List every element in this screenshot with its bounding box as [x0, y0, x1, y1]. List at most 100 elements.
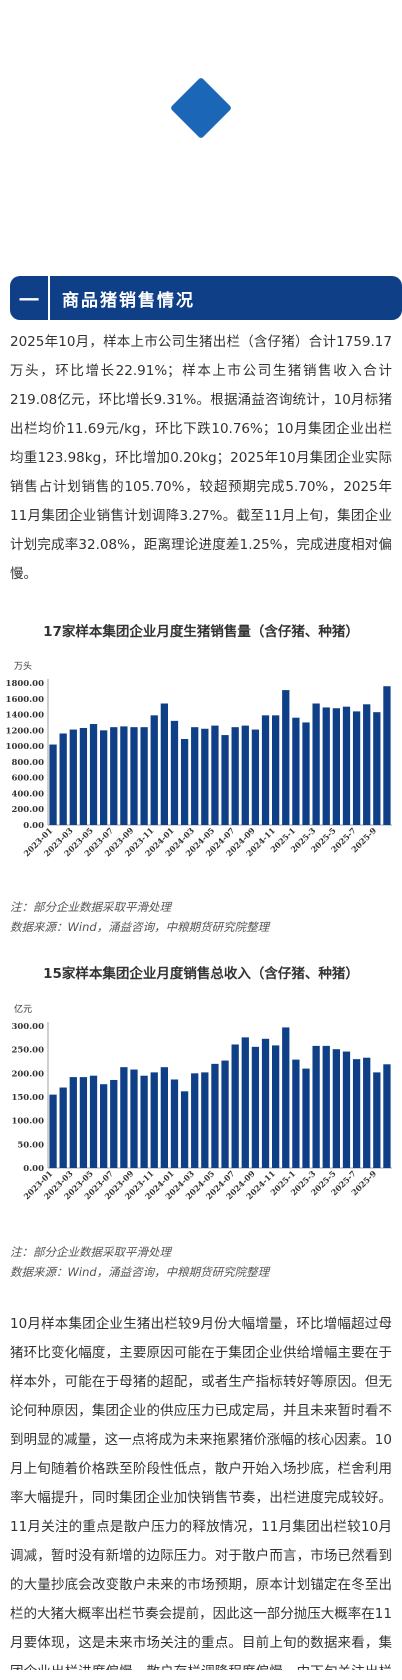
bar-2024-05 — [211, 725, 219, 825]
bar-2023-05 — [89, 724, 98, 825]
bar-2024-12 — [282, 690, 290, 825]
y-tick-label: 400.00 — [11, 789, 44, 799]
bar-2025-8 — [363, 1057, 371, 1168]
bar-2024-02 — [180, 739, 189, 825]
y-tick-label: 600.00 — [11, 774, 44, 784]
paragraph-summary: 2025年10月，样本上市公司生猪出栏（含仔猪）合计1759.17万头，环比增长… — [10, 334, 392, 582]
bar-2023-02 — [59, 1087, 67, 1168]
bar-2025-4 — [322, 707, 330, 825]
bar-2024-07 — [231, 727, 239, 825]
bar-2025-2 — [302, 1068, 310, 1168]
bar-2025-1 — [292, 1059, 300, 1168]
y-unit-label: 万头 — [14, 661, 32, 672]
y-tick-label: 1600.00 — [6, 695, 45, 705]
chart1-title: 17家样本集团企业月度生猪销售量（含仔猪、种猪） — [43, 624, 359, 640]
chart1-sales-volume: 万头 0.00 200.00 400.00 600.00 800.00 1000.00 120… — [6, 661, 392, 858]
y-tick-label: 0.00 — [23, 821, 44, 831]
bar-2025-4 — [322, 1045, 330, 1168]
bar-2024-08 — [241, 1037, 249, 1168]
bar-2023-11 — [150, 1072, 158, 1168]
bar-2025-10 — [383, 686, 391, 825]
y-tick-label: 1800.00 — [6, 679, 45, 689]
y-tick-label: 800.00 — [11, 758, 44, 768]
bar-2025-2 — [302, 722, 310, 825]
decorative-diamond-icon — [169, 76, 233, 140]
bar-2023-11 — [150, 715, 158, 825]
bar-2024-06 — [221, 1060, 229, 1168]
bar-2023-04 — [79, 727, 88, 825]
y-tick-label: 200.00 — [11, 805, 44, 815]
bar-2023-07 — [110, 1079, 118, 1168]
bar-2025-5 — [332, 708, 340, 825]
bar-2024-10 — [261, 715, 270, 825]
bar-2023-12 — [160, 703, 168, 825]
bar-2024-08 — [241, 725, 249, 825]
bar-2023-03 — [69, 729, 77, 825]
bar-2024-10 — [261, 1038, 270, 1168]
bar-2025-6 — [342, 706, 351, 825]
y-tick-label: 150.00 — [11, 1093, 44, 1103]
bar-2023-09 — [130, 727, 138, 825]
bar-2024-03 — [191, 1073, 199, 1168]
chart2-source: 数据来源：Wind，涌益咨询，中粮期货研究院整理 — [10, 1265, 270, 1279]
bar-2025-8 — [363, 704, 371, 825]
bar-2025-9 — [373, 1072, 381, 1168]
bar-2024-11 — [272, 715, 280, 825]
bar-2024-01 — [170, 720, 179, 825]
bar-2024-09 — [251, 1046, 260, 1168]
y-tick-label: 50.00 — [17, 1140, 44, 1150]
chart1-note: 注：部分企业数据采取平滑处理 — [10, 900, 171, 914]
bar-2025-5 — [332, 1049, 340, 1168]
y-tick-label: 100.00 — [11, 1117, 44, 1127]
section-header: 一 商品猪销售情况 — [10, 276, 402, 320]
paragraph-analysis: 10月样本集团企业生猪出栏较9月份大幅增量，环比增幅超过母猪环比变化幅度，主要原… — [10, 1316, 392, 1670]
bar-2025-7 — [352, 711, 361, 825]
y-tick-label: 0.00 — [23, 1164, 44, 1174]
bar-2023-05 — [89, 1075, 98, 1168]
bar-2023-08 — [120, 1067, 128, 1168]
bar-2023-07 — [110, 727, 118, 825]
bar-2025-7 — [352, 1059, 361, 1168]
bar-2024-12 — [282, 1027, 290, 1168]
y-tick-label: 300.00 — [11, 1022, 44, 1032]
bar-2023-04 — [79, 1077, 88, 1168]
bar-2023-06 — [100, 1084, 108, 1168]
bar-2025-10 — [383, 1064, 391, 1168]
bar-2023-09 — [130, 1069, 138, 1168]
bar-2025-1 — [292, 717, 300, 825]
bar-2024-11 — [272, 1045, 280, 1168]
bar-2024-06 — [221, 735, 229, 825]
section-title: 商品猪销售情况 — [50, 276, 402, 320]
bar-2023-10 — [140, 727, 148, 825]
bar-2023-02 — [59, 733, 67, 825]
chart2-note: 注：部分企业数据采取平滑处理 — [10, 1245, 171, 1259]
section-number: 一 — [10, 276, 48, 320]
bar-2024-03 — [191, 727, 199, 825]
bar-2023-03 — [69, 1077, 77, 1168]
bar-2023-06 — [100, 730, 108, 825]
y-tick-label: 1000.00 — [6, 742, 45, 752]
chart1-source: 数据来源：Wind，涌益咨询，中粮期货研究院整理 — [10, 920, 270, 934]
chart2-sales-revenue: 亿元 0.00 50.00 100.00 150.00 200.00 250.00 300.0… — [11, 1003, 392, 1201]
bar-2024-02 — [180, 1091, 189, 1168]
bar-2025-9 — [373, 712, 381, 825]
bar-2025-3 — [312, 1045, 320, 1168]
y-tick-label: 1400.00 — [6, 711, 45, 721]
bar-2024-04 — [201, 728, 209, 825]
bar-2025-3 — [312, 703, 320, 825]
y-tick-label: 200.00 — [11, 1069, 44, 1079]
y-tick-label: 1200.00 — [6, 726, 45, 736]
bar-2025-6 — [342, 1051, 351, 1168]
y-unit-label: 亿元 — [14, 1003, 32, 1015]
bar-2024-09 — [251, 729, 260, 825]
bar-2024-05 — [211, 1063, 219, 1168]
bar-2023-08 — [120, 726, 128, 825]
bar-2023-12 — [160, 1067, 168, 1168]
bar-2023-10 — [140, 1075, 148, 1168]
y-tick-label: 250.00 — [11, 1046, 44, 1056]
bar-2023-01 — [49, 744, 57, 825]
chart2-title: 15家样本集团企业月度销售总收入（含仔猪、种猪） — [43, 966, 359, 982]
bar-2023-01 — [49, 1094, 57, 1168]
bar-2024-04 — [201, 1072, 209, 1168]
bar-2024-01 — [170, 1079, 179, 1168]
